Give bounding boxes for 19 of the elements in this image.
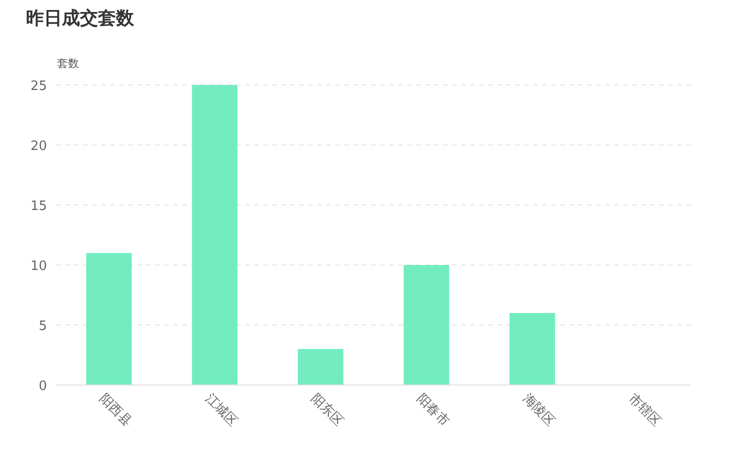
y-axis-title: 套数: [57, 57, 79, 70]
bar: [298, 349, 344, 385]
bar: [509, 313, 556, 385]
x-tick-label: 海陵区: [519, 391, 558, 430]
bar: [192, 85, 238, 385]
x-tick-label: 江城区: [202, 391, 240, 430]
y-tick-label: 0: [38, 379, 47, 394]
y-tick-label: 25: [30, 79, 47, 94]
y-tick-label: 20: [30, 139, 47, 154]
chart-title: 昨日成交套数: [26, 8, 135, 29]
y-tick-label: 10: [30, 259, 47, 274]
x-tick-label: 阳东区: [308, 391, 346, 430]
x-tick-label: 市辖区: [625, 391, 664, 430]
bar: [86, 253, 132, 385]
bar: [404, 265, 450, 385]
x-tick-label: 阳西县: [96, 391, 134, 430]
y-tick-label: 15: [30, 199, 47, 214]
y-tick-label: 5: [38, 319, 47, 334]
x-tick-label: 阳春市: [414, 391, 452, 430]
